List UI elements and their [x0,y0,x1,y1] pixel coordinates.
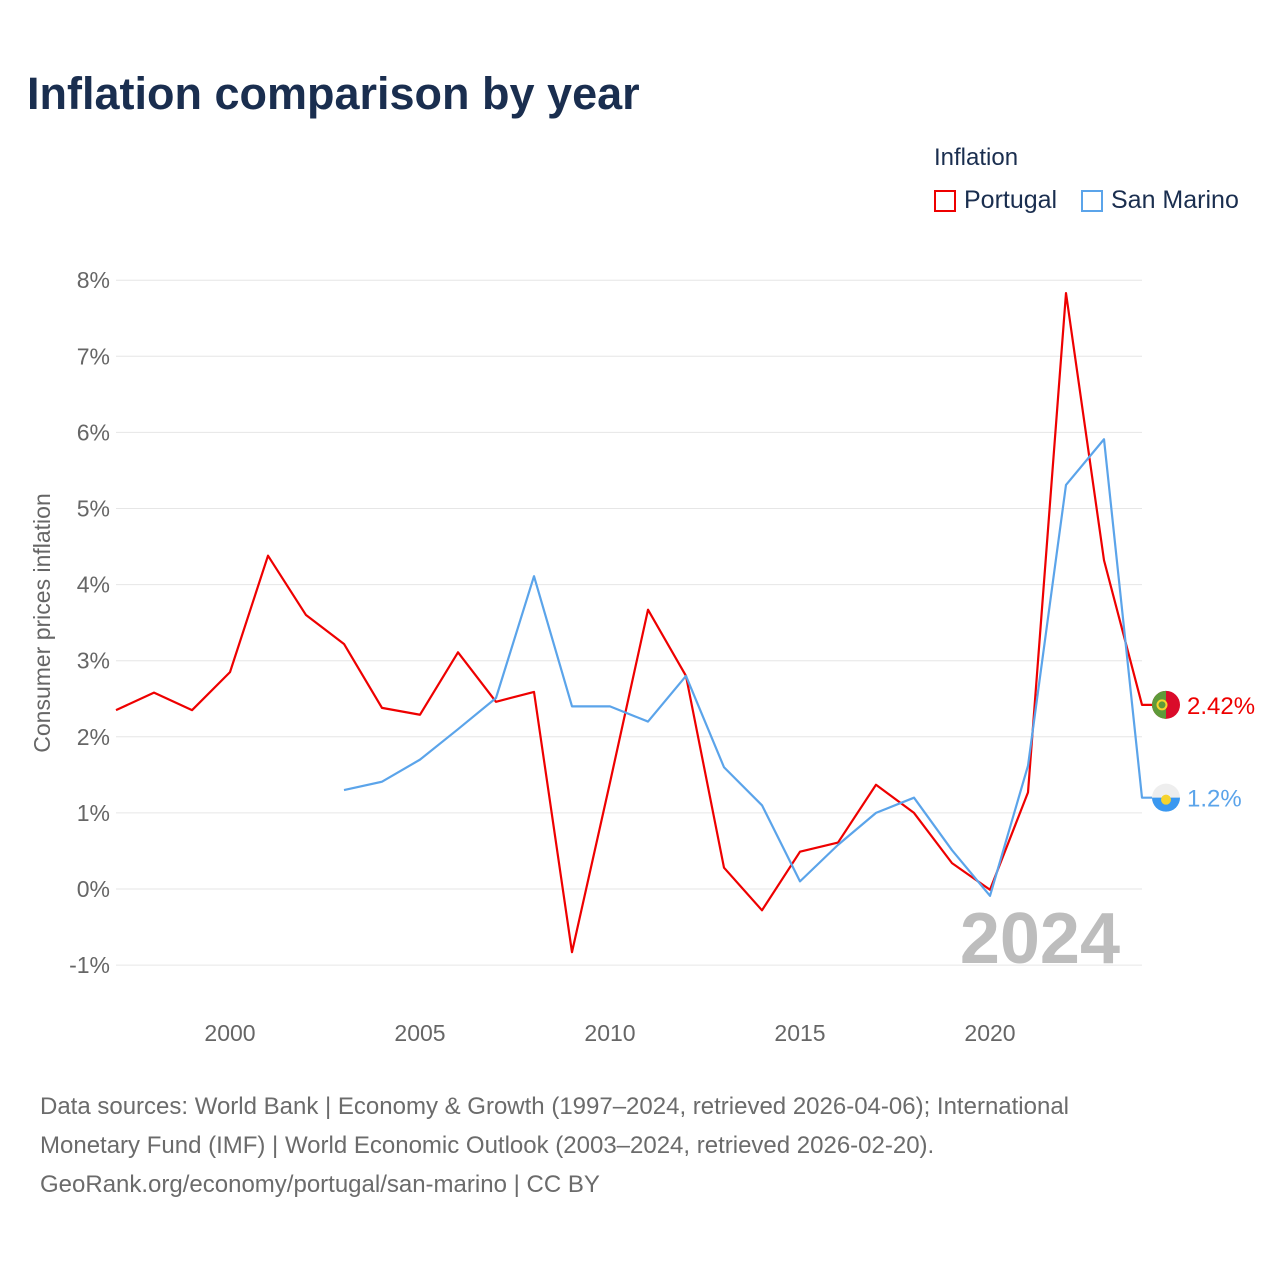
flag-part [1152,690,1166,719]
footer-line: GeoRank.org/economy/portugal/san-marino … [40,1171,600,1198]
y-tick-label: 3% [77,648,110,674]
x-tick-label: 2015 [774,1020,825,1046]
x-tick-label: 2020 [964,1020,1015,1046]
legend-item-san-marino[interactable]: San Marino [1081,186,1239,215]
legend-item-portugal[interactable]: Portugal [934,186,1057,215]
footer: Data sources: World Bank | Economy & Gro… [40,1087,1240,1204]
y-tick-label: 4% [77,572,110,598]
y-tick-label: -1% [69,952,110,978]
end-value-label: 2.42% [1187,693,1255,720]
y-tick-label: 0% [77,876,110,902]
chart-title: Inflation comparison by year [27,68,640,119]
series-line-san-marino [343,438,1152,897]
series-line-portugal [115,292,1152,954]
x-tick-label: 2005 [394,1020,445,1046]
legend-title: Inflation [934,144,1019,171]
y-tick-label: 7% [77,343,110,369]
footer-line: Monetary Fund (IMF) | World Economic Out… [40,1132,935,1159]
legend-swatch [1081,189,1103,212]
x-tick-label: 2000 [204,1020,255,1046]
flag-emblem [1156,699,1168,711]
legend-label: Portugal [964,186,1058,214]
y-tick-label: 5% [77,496,110,522]
flag-part [1152,797,1181,812]
y-tick-label: 2% [77,724,110,750]
y-tick-label: 1% [77,800,110,826]
x-tick-label: 2010 [584,1020,635,1046]
end-value-label: 1.2% [1187,786,1242,813]
flag-emblem [1161,794,1171,805]
legend-label: San Marino [1111,186,1239,214]
footer-line: Data sources: World Bank | Economy & Gro… [40,1093,1070,1120]
y-tick-label: 8% [77,267,110,293]
y-tick-label: 6% [77,419,110,445]
y-axis-label: Consumer prices inflation [29,493,55,753]
legend-swatch [934,189,956,212]
year-watermark: 2024 [960,899,1120,979]
